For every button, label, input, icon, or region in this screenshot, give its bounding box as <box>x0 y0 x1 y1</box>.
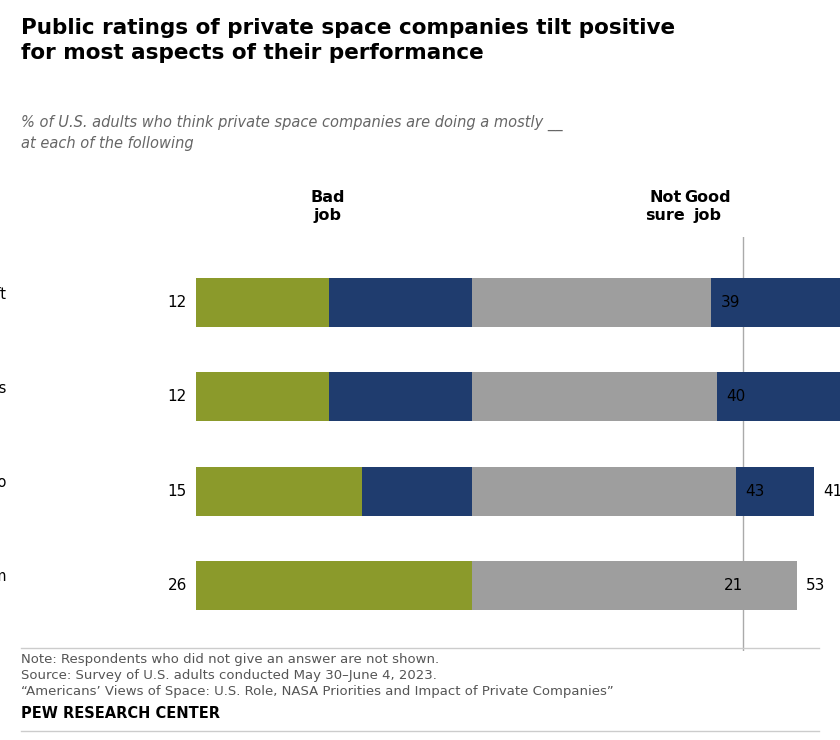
Text: 40: 40 <box>727 389 746 404</box>
Text: % of U.S. adults who think private space companies are doing a mostly __
at each: % of U.S. adults who think private space… <box>21 115 563 151</box>
Text: 12: 12 <box>168 389 187 404</box>
Text: 12: 12 <box>168 295 187 310</box>
Text: 15: 15 <box>168 484 187 499</box>
Text: Making important contributions
to space exploration: Making important contributions to space … <box>0 380 6 413</box>
Text: Building rockets and spacecraft
that are safe and reliable: Building rockets and spacecraft that are… <box>0 286 6 319</box>
Text: Limiting debris in space from
rockets and satellites: Limiting debris in space from rockets an… <box>0 569 6 602</box>
Text: 21: 21 <box>724 578 743 593</box>
Text: 43: 43 <box>745 484 764 499</box>
Bar <box>197 372 328 421</box>
Bar <box>362 467 814 516</box>
Text: Good
job: Good job <box>684 190 731 223</box>
Text: Opening up space travel to
more people: Opening up space travel to more people <box>0 475 6 508</box>
Text: Note: Respondents who did not give an answer are not shown.: Note: Respondents who did not give an an… <box>21 653 439 666</box>
Text: “Americans’ Views of Space: U.S. Role, NASA Priorities and Impact of Private Com: “Americans’ Views of Space: U.S. Role, N… <box>21 685 614 699</box>
Bar <box>197 467 362 516</box>
Bar <box>472 278 711 327</box>
Text: 39: 39 <box>721 295 740 310</box>
Bar <box>472 467 736 516</box>
Bar <box>328 278 840 327</box>
Text: PEW RESEARCH CENTER: PEW RESEARCH CENTER <box>21 706 220 721</box>
Bar <box>197 278 328 327</box>
Text: 53: 53 <box>806 578 826 593</box>
Text: Bad
job: Bad job <box>310 190 344 223</box>
Text: Not
sure: Not sure <box>645 190 685 223</box>
Bar <box>472 561 797 610</box>
Text: Public ratings of private space companies tilt positive
for most aspects of thei: Public ratings of private space companie… <box>21 18 675 64</box>
Text: 41: 41 <box>823 484 840 499</box>
Bar <box>472 372 717 421</box>
Bar <box>483 561 715 610</box>
Text: 26: 26 <box>168 578 187 593</box>
Text: Source: Survey of U.S. adults conducted May 30–June 4, 2023.: Source: Survey of U.S. adults conducted … <box>21 669 437 682</box>
Bar <box>197 561 483 610</box>
Bar <box>328 372 840 421</box>
